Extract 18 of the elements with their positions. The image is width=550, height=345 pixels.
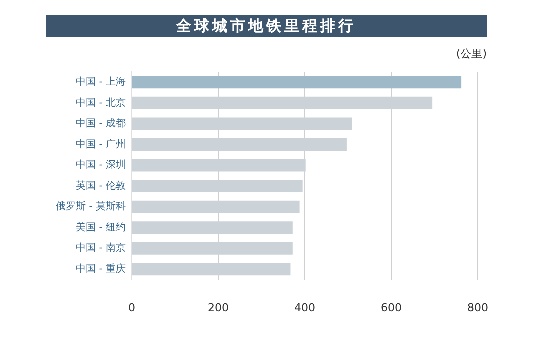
y-tick-label: 英国 - 伦敦 <box>76 180 126 192</box>
bar <box>132 76 462 89</box>
y-tick-label: 中国 - 北京 <box>76 96 126 109</box>
x-tick-label: 0 <box>128 301 136 314</box>
y-tick-label: 中国 - 广州 <box>76 138 126 150</box>
x-tick-label: 200 <box>208 301 229 314</box>
text: (公里) <box>456 47 487 60</box>
y-tick-label: 俄罗斯 - 莫斯科 <box>56 200 126 213</box>
x-tick-label: 600 <box>381 301 402 314</box>
y-tick-label: 中国 - 南京 <box>76 242 126 254</box>
chart-title: 全球城市地铁里程排行 <box>46 15 487 37</box>
y-tick-label: 美国 - 纽约 <box>76 221 126 234</box>
y-tick-label: 中国 - 上海 <box>76 76 126 88</box>
y-tick-label: 中国 - 成都 <box>76 118 126 130</box>
y-tick-label: 中国 - 重庆 <box>76 263 126 276</box>
x-tick-label: 800 <box>468 301 488 314</box>
y-tick-label: 中国 - 深圳 <box>76 159 126 172</box>
x-tick-label: 400 <box>294 301 316 314</box>
